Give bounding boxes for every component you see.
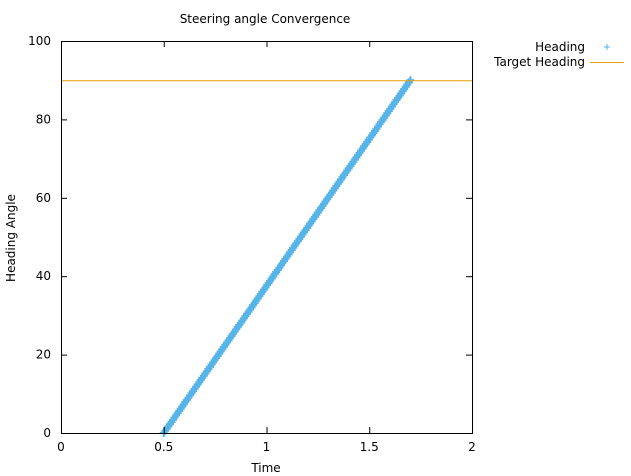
x-tick-label: 2	[468, 440, 476, 454]
x-axis-title: Time	[250, 461, 280, 475]
legend: Heading Target Heading	[493, 40, 624, 69]
y-axis-title: Heading Angle	[4, 194, 18, 282]
y-tick-label: 100	[28, 34, 51, 48]
y-tick-label: 60	[36, 191, 51, 205]
x-tick-label: 0	[57, 440, 65, 454]
x-axis: 0 0.5 1 1.5 2	[57, 41, 476, 454]
y-tick-label: 0	[43, 426, 51, 440]
plot-frame	[61, 41, 473, 434]
x-tick-label: 0.5	[154, 440, 173, 454]
x-tick-label: 1	[263, 440, 271, 454]
series-heading	[159, 76, 415, 437]
y-axis: 0 20 40 60 80 100	[28, 34, 472, 440]
legend-label-heading: Heading	[535, 40, 585, 54]
x-tick-label: 1.5	[360, 440, 379, 454]
legend-marker-heading	[604, 44, 610, 50]
y-tick-label: 40	[36, 269, 51, 283]
legend-label-target-heading: Target Heading	[493, 55, 585, 69]
chart-title: Steering angle Convergence	[180, 12, 351, 26]
y-tick-label: 20	[36, 348, 51, 362]
y-tick-label: 80	[36, 112, 51, 126]
